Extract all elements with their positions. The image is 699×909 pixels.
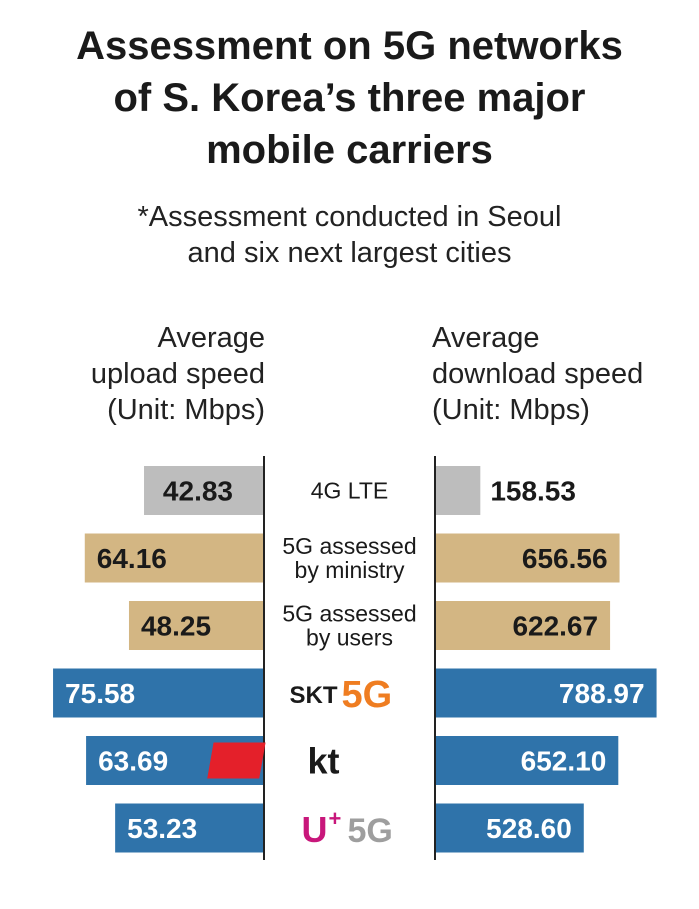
category-label: 5G assessed — [282, 533, 416, 559]
title-line: Assessment on 5G networks — [76, 24, 623, 68]
logo-text: SKT — [290, 682, 338, 709]
download-axis-line — [434, 456, 436, 860]
axis-heading-line: download speed — [432, 358, 644, 390]
kt-5g-logo: kt 5G — [207, 741, 388, 782]
download-bar-ministry — [436, 533, 620, 583]
category-label: 4G LTE — [311, 478, 389, 504]
logo-mark: 5G — [348, 812, 393, 850]
download-value-label: 622.67 — [512, 611, 598, 642]
upload-bar-skt — [53, 668, 263, 718]
category-label: by ministry — [295, 557, 405, 583]
axis-heading-line: (Unit: Mbps) — [432, 394, 590, 426]
upload-value-label: 64.16 — [97, 543, 167, 574]
download-value-label: 528.60 — [486, 813, 572, 844]
axis-heading-line: Average — [432, 322, 540, 354]
upload-axis-heading: Average upload speed (Unit: Mbps) — [40, 320, 265, 428]
chart-title: Assessment on 5G networks of S. Korea’s … — [0, 20, 699, 176]
upload-value-label: 53.23 — [127, 813, 197, 844]
category-label: 5G assessed — [282, 601, 416, 627]
logo-mark: 5G — [342, 674, 393, 716]
category-label: by users — [306, 625, 393, 651]
upload-bar-lte — [144, 466, 263, 515]
download-bar-lte — [436, 466, 481, 515]
logo-mark-box — [207, 742, 266, 779]
download-bar-users — [436, 601, 611, 650]
download-bar-lgu — [436, 803, 584, 853]
download-value-label: 788.97 — [559, 678, 645, 709]
download-axis-heading: Average download speed (Unit: Mbps) — [432, 320, 699, 428]
logo-text: U — [302, 809, 328, 850]
upload-axis-line — [263, 456, 265, 860]
download-value-label: 656.56 — [522, 543, 608, 574]
upload-bar-lgu — [115, 803, 263, 853]
axis-heading-line: Average — [157, 322, 266, 354]
note-line: and six next largest cities — [187, 237, 512, 269]
download-bar-kt — [436, 736, 619, 785]
chart-note: *Assessment conducted in Seoul and six n… — [0, 199, 699, 271]
upload-bar-ministry — [84, 533, 264, 583]
title-line: mobile carriers — [206, 128, 493, 172]
logo-sup: + — [329, 806, 342, 831]
title-line: of S. Korea’s three major — [113, 76, 586, 120]
skt-5g-logo: SKT 5G — [290, 674, 393, 716]
logo-mark: 5G — [351, 747, 388, 778]
axis-heading-line: (Unit: Mbps) — [107, 394, 265, 426]
lgu-5g-logo: U +5G — [302, 806, 393, 850]
upload-value-label: 63.69 — [98, 746, 168, 777]
axis-heading-line: upload speed — [90, 358, 265, 390]
upload-value-label: 48.25 — [141, 611, 211, 642]
upload-value-label: 42.83 — [163, 476, 233, 507]
download-bar-skt — [436, 668, 657, 718]
note-line: *Assessment conducted in Seoul — [137, 201, 562, 233]
download-value-label: 158.53 — [490, 476, 576, 507]
upload-bar-users — [128, 601, 263, 650]
download-value-label: 652.10 — [521, 746, 607, 777]
upload-value-label: 75.58 — [65, 678, 135, 709]
logo-text: kt — [307, 741, 339, 782]
